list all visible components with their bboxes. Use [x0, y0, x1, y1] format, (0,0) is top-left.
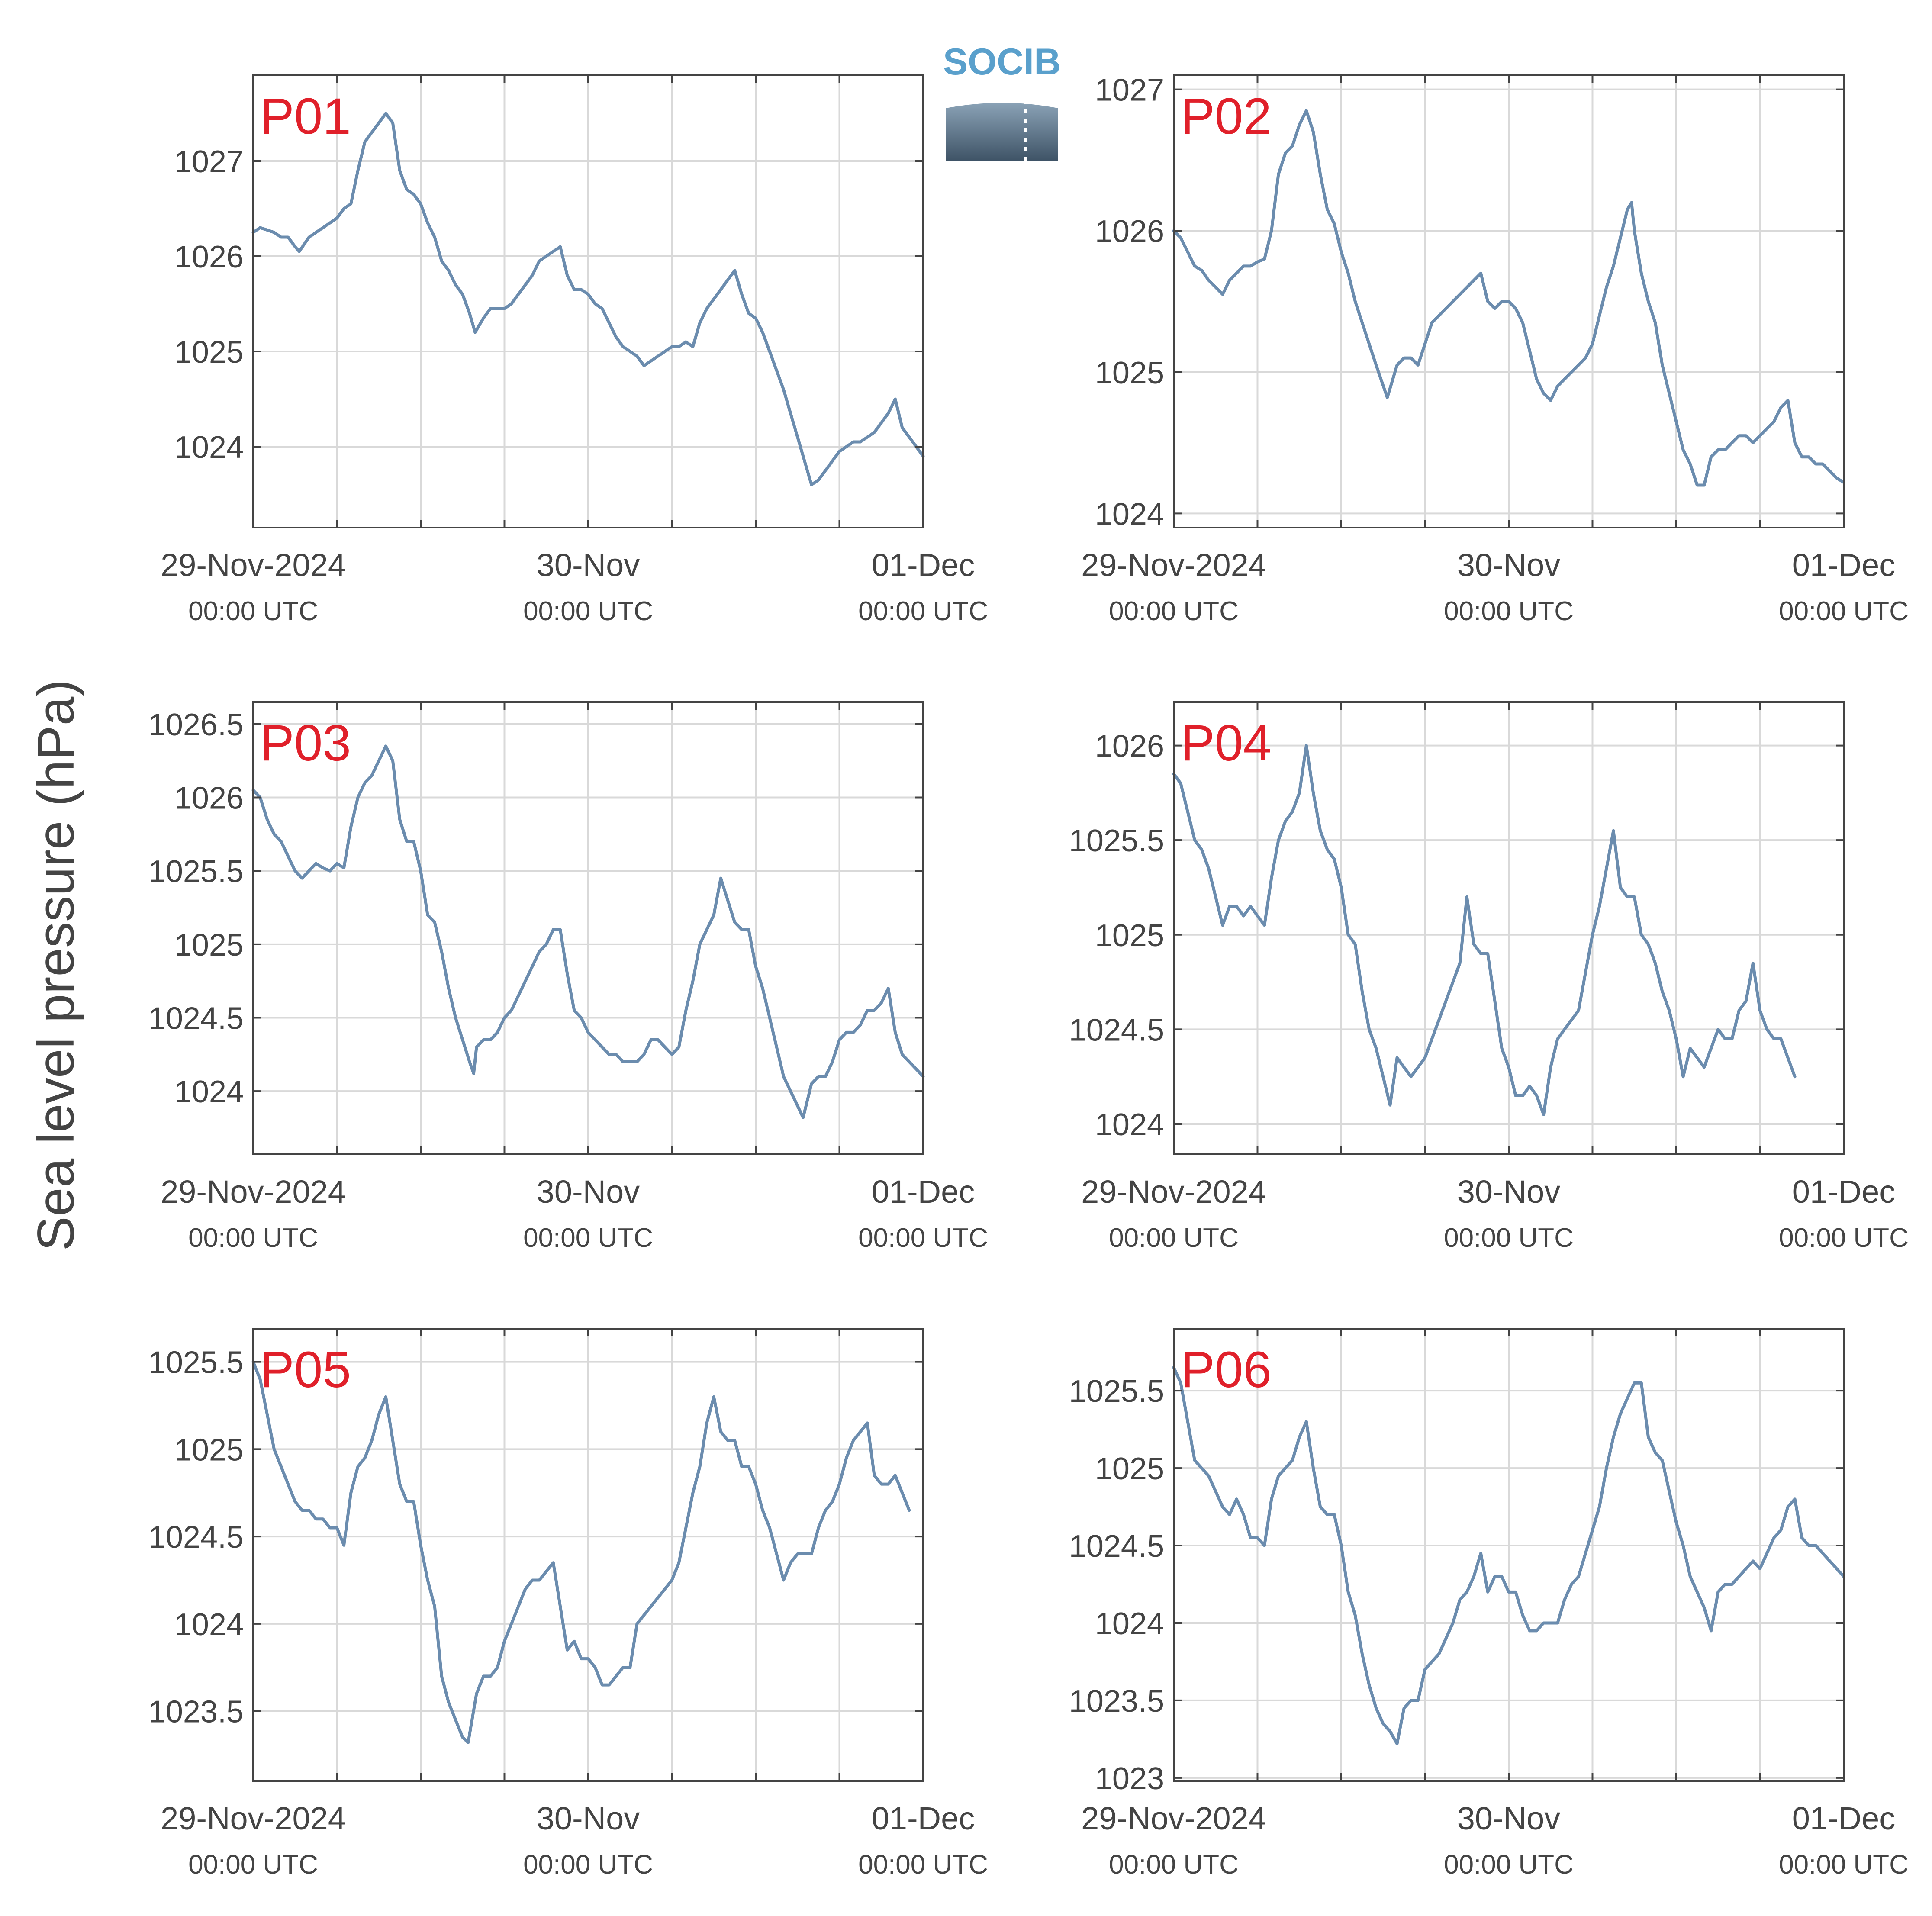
y-tick-label: 1024 [174, 430, 244, 465]
x-tick-label-date: 30-Nov [537, 1800, 640, 1836]
y-tick-label: 1026 [174, 781, 244, 816]
panel-title: P06 [1181, 1341, 1272, 1398]
panel-p03: 1024 1024.5 1025 1025.5 1026 1026.5 29-Nov-202… [148, 701, 988, 1253]
x-tick-label-date: 30-Nov [1457, 547, 1561, 583]
x-tick-label-time: 00:00 UTC [523, 1850, 653, 1880]
x-tick-label-time: 00:00 UTC [1109, 1850, 1239, 1880]
x-tick-label-time: 00:00 UTC [1109, 1223, 1239, 1253]
x-tick-label-time: 00:00 UTC [1444, 596, 1574, 626]
x-tick-label-date: 29-Nov-2024 [161, 1174, 346, 1210]
x-tick-label-date: 30-Nov [1457, 1800, 1561, 1836]
y-tick-label: 1025.5 [148, 854, 244, 889]
x-tick-label-date: 30-Nov [537, 1174, 640, 1210]
x-tick-label-date: 01-Dec [872, 547, 975, 583]
x-tick-label-time: 00:00 UTC [523, 1223, 653, 1253]
y-tick-label: 1024.5 [1069, 1529, 1164, 1564]
y-tick-label: 1025 [174, 1433, 244, 1467]
y-tick-label: 1023.5 [1069, 1684, 1164, 1719]
x-tick-label-time: 00:00 UTC [1444, 1223, 1574, 1253]
panel-p01: 1024 1025 1026 1027 29-Nov-2024 00:00 UTC 30-N… [161, 74, 988, 626]
x-tick-label-date: 01-Dec [1792, 547, 1896, 583]
x-tick-label-time: 00:00 UTC [188, 1223, 318, 1253]
x-tick-label-date: 01-Dec [872, 1800, 975, 1836]
x-tick-label-date: 30-Nov [537, 547, 640, 583]
panel-title: P04 [1181, 715, 1272, 772]
x-tick-label-date: 29-Nov-2024 [1081, 1174, 1266, 1210]
y-tick-label: 1026 [1095, 729, 1164, 764]
figure-y-axis-label: Sea level pressure (hPa) [27, 679, 85, 1251]
series-line [251, 112, 925, 486]
y-tick-label: 1025.5 [148, 1346, 244, 1380]
y-tick-label: 1026 [174, 240, 244, 274]
x-tick-label-time: 00:00 UTC [858, 1850, 988, 1880]
x-tick-label-date: 01-Dec [1792, 1800, 1896, 1836]
y-tick-label: 1027 [1095, 73, 1164, 108]
panel-p06: 1023 1023.5 1024 1024.5 1025 1025.5 29-Nov-202… [1069, 1328, 1909, 1880]
y-tick-label: 1023 [1095, 1761, 1164, 1796]
x-tick-label-time: 00:00 UTC [523, 596, 653, 626]
y-tick-label: 1025.5 [1069, 1374, 1164, 1409]
series-line [1172, 109, 1845, 487]
x-tick-label-date: 01-Dec [1792, 1174, 1896, 1210]
x-tick-label-date: 30-Nov [1457, 1174, 1561, 1210]
y-tick-label: 1024 [1095, 1607, 1164, 1641]
series-line [251, 1360, 911, 1744]
y-tick-label: 1025 [174, 928, 244, 963]
x-tick-label-time: 00:00 UTC [1779, 596, 1909, 626]
y-tick-label: 1027 [174, 145, 244, 179]
y-tick-label: 1024 [174, 1075, 244, 1109]
y-tick-label: 1025 [1095, 1452, 1164, 1486]
panel-p02: 1024 1025 1026 1027 29-Nov-2024 00:00 UTC 30-N… [1081, 73, 1909, 626]
socib-logo: SOCIB [943, 41, 1061, 161]
y-tick-label: 1024 [1095, 1108, 1164, 1142]
y-tick-label: 1025 [1095, 356, 1164, 390]
x-tick-label-date: 29-Nov-2024 [161, 1800, 346, 1836]
x-tick-label-date: 29-Nov-2024 [1081, 1800, 1266, 1836]
y-tick-label: 1025.5 [1069, 824, 1164, 858]
y-tick-label: 1026 [1095, 214, 1164, 249]
x-tick-label-date: 29-Nov-2024 [1081, 547, 1266, 583]
y-tick-label: 1024.5 [148, 1001, 244, 1036]
y-tick-label: 1024 [1095, 497, 1164, 531]
panel-title: P05 [260, 1341, 351, 1398]
y-tick-label: 1024.5 [148, 1520, 244, 1555]
series-line [251, 744, 925, 1119]
socib-logo-text: SOCIB [943, 41, 1061, 83]
panel-title: P01 [260, 88, 351, 145]
x-tick-label-time: 00:00 UTC [858, 1223, 988, 1253]
y-tick-label: 1023.5 [148, 1695, 244, 1729]
series-line [1172, 1366, 1845, 1745]
panel-title: P02 [1181, 88, 1272, 145]
x-tick-label-time: 00:00 UTC [188, 1850, 318, 1880]
x-tick-label-time: 00:00 UTC [1444, 1850, 1574, 1880]
y-tick-label: 1024 [174, 1607, 244, 1642]
socib-logo-wave [946, 103, 1058, 161]
x-tick-label-date: 29-Nov-2024 [161, 547, 346, 583]
y-tick-label: 1026.5 [148, 708, 244, 742]
y-tick-label: 1024.5 [1069, 1013, 1164, 1047]
panel-p05: 1023.5 1024 1024.5 1025 1025.5 29-Nov-2024 00:… [148, 1328, 988, 1880]
y-tick-label: 1025 [1095, 918, 1164, 953]
x-tick-label-time: 00:00 UTC [1779, 1223, 1909, 1253]
series-line [1172, 744, 1797, 1116]
panels: 1024 1025 1026 1027 29-Nov-2024 00:00 UTC 30-N… [148, 73, 1909, 1880]
x-tick-label-time: 00:00 UTC [1109, 596, 1239, 626]
x-tick-label-time: 00:00 UTC [188, 596, 318, 626]
x-tick-label-time: 00:00 UTC [858, 596, 988, 626]
x-tick-label-time: 00:00 UTC [1779, 1850, 1909, 1880]
panel-title: P03 [260, 715, 351, 772]
y-tick-label: 1025 [174, 335, 244, 370]
x-tick-label-date: 01-Dec [872, 1174, 975, 1210]
panel-p04: 1024 1024.5 1025 1025.5 1026 29-Nov-2024 00:00… [1069, 701, 1909, 1253]
